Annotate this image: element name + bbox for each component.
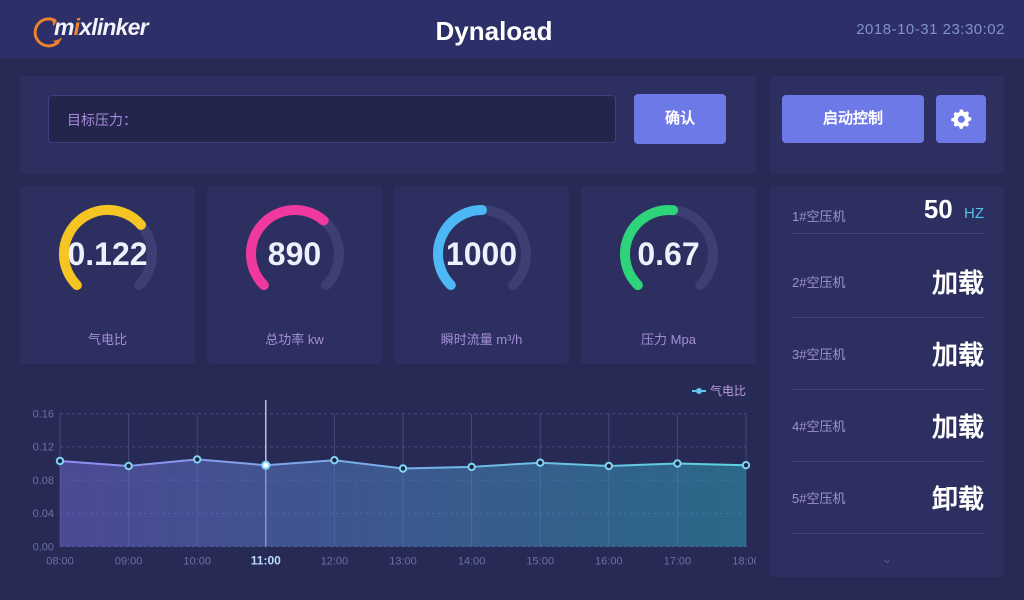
svg-text:14:00: 14:00: [458, 555, 486, 567]
svg-text:08:00: 08:00: [46, 555, 74, 567]
svg-text:09:00: 09:00: [115, 555, 143, 567]
svg-text:12:00: 12:00: [321, 555, 349, 567]
svg-text:0.08: 0.08: [33, 475, 54, 487]
svg-text:13:00: 13:00: [389, 555, 417, 567]
svg-text:0.12: 0.12: [33, 442, 54, 454]
svg-text:0.16: 0.16: [33, 409, 54, 421]
svg-text:15:00: 15:00: [526, 555, 554, 567]
svg-text:17:00: 17:00: [664, 555, 692, 567]
svg-text:18:00: 18:00: [732, 555, 756, 567]
svg-text:0.00: 0.00: [33, 541, 54, 553]
svg-text:0.04: 0.04: [33, 508, 54, 520]
svg-text:11:00: 11:00: [251, 553, 281, 567]
svg-text:10:00: 10:00: [183, 555, 211, 567]
svg-text:16:00: 16:00: [595, 555, 623, 567]
